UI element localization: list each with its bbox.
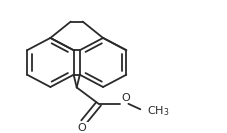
Text: O: O — [121, 93, 129, 103]
Text: O: O — [77, 123, 86, 133]
Text: CH$_3$: CH$_3$ — [146, 104, 169, 118]
